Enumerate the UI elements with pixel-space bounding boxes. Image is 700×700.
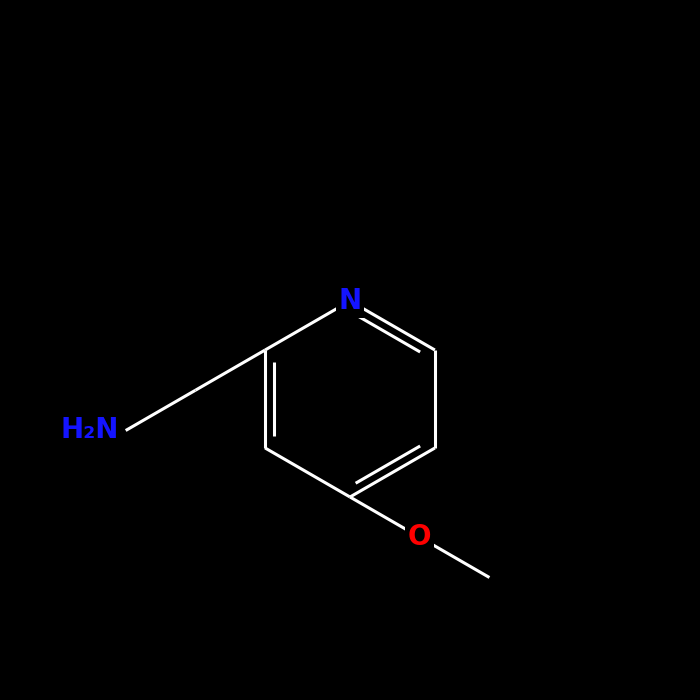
Text: H₂N: H₂N	[60, 416, 119, 444]
Text: O: O	[408, 524, 431, 552]
Text: N: N	[338, 287, 362, 315]
